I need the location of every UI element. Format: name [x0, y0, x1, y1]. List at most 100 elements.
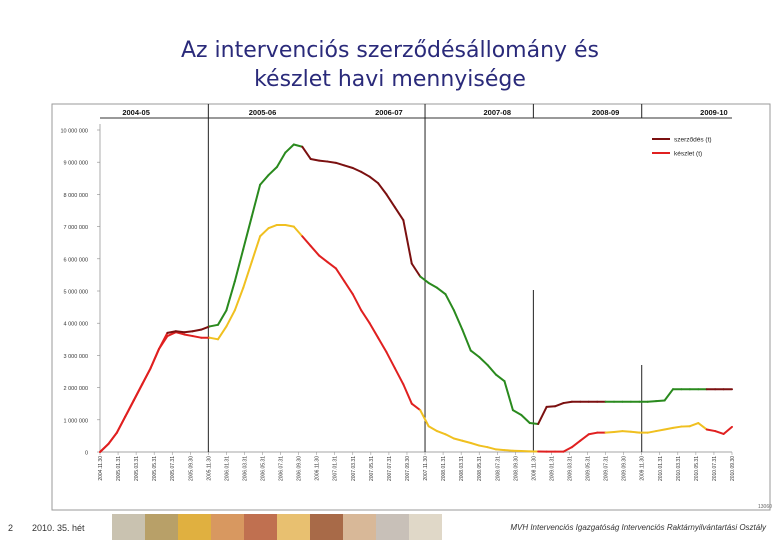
contract-series-segment [267, 166, 278, 177]
x-tick-label: 2005.11.30 [206, 456, 212, 481]
photo-tile [112, 514, 145, 540]
x-tick-label: 2006.07.31 [279, 456, 285, 481]
photo-tile [376, 514, 409, 540]
contract-series-segment [520, 413, 531, 425]
contract-series-segment [166, 330, 177, 334]
stock-series-segment [208, 336, 219, 341]
photo-tile [145, 514, 178, 540]
stock-series-segment [503, 449, 514, 452]
stock-series-segment [621, 430, 632, 433]
contract-series-segment [393, 206, 405, 222]
x-tick-label: 2005.03.31 [134, 456, 140, 481]
photo-tile [277, 514, 310, 540]
stock-series-segment [385, 351, 396, 370]
contract-series-segment [554, 402, 565, 408]
x-tick-label: 2009.09.30 [622, 456, 628, 481]
x-tick-label: 2006.05.31 [261, 456, 267, 481]
contract-series-segment [149, 347, 160, 370]
contract-series-segment [486, 364, 498, 376]
x-tick-label: 2008.07.31 [495, 456, 501, 481]
contract-series-segment [242, 215, 253, 251]
stock-series-segment [284, 223, 295, 228]
contract-series-segment [436, 286, 447, 296]
x-tick-label: 2010.09.30 [730, 456, 736, 481]
contract-series-segment [562, 400, 573, 405]
x-tick-label: 2009.01.31 [549, 456, 555, 481]
stock-series-segment [343, 280, 354, 296]
x-tick-label: 2005.09.30 [188, 456, 194, 481]
stock-series-segment [697, 422, 708, 431]
y-tick-label: 5 000 000 [64, 290, 88, 296]
footer-organization: MVH Intervenciós Igazgatóság Intervenció… [510, 523, 766, 532]
contract-series-segment [495, 373, 506, 383]
legend-label: készlet (t) [674, 151, 702, 158]
x-tick-label: 2006.11.30 [315, 456, 321, 481]
stock-series-segment [478, 444, 489, 449]
contract-series-segment [646, 400, 658, 403]
contract-series-segment [511, 409, 523, 416]
stock-series-segment [613, 430, 624, 434]
stock-series-segment [655, 428, 666, 433]
stock-series-segment [216, 325, 228, 341]
contract-series-segment [537, 405, 548, 425]
contract-series-segment [208, 323, 219, 328]
stock-series-segment [360, 309, 371, 325]
stock-series-segment [419, 409, 430, 428]
x-tick-label: 2008.03.31 [459, 456, 465, 481]
contract-series-segment [377, 182, 388, 196]
x-tick-label: 2009.05.31 [586, 456, 592, 481]
stock-series-segment [663, 426, 675, 431]
stock-series-segment [570, 439, 582, 449]
contract-series-segment [368, 175, 380, 185]
x-tick-label: 2010.07.31 [712, 456, 718, 481]
period-label: 2009-10 [700, 108, 728, 117]
contract-series-segment [427, 281, 439, 289]
contract-series-segment [233, 248, 245, 283]
stock-series-segment [250, 235, 262, 264]
y-tick-label: 0 [85, 451, 88, 457]
contract-series-segment [343, 164, 354, 169]
contract-series-segment [402, 219, 413, 265]
stock-series-segment [233, 286, 245, 312]
contract-series-segment [478, 356, 489, 367]
stock-series-segment [604, 431, 616, 434]
contract-series-segment [183, 330, 194, 334]
stock-series-segment [452, 437, 464, 442]
stock-series-segment [225, 309, 236, 328]
contract-series-segment [385, 193, 396, 209]
stock-series-segment [461, 439, 472, 444]
corner-mark: 13060 [758, 504, 772, 510]
x-tick-label: 2007.09.30 [405, 456, 411, 481]
chart-frame [51, 103, 771, 511]
stock-series-segment [705, 428, 717, 433]
photo-tile [211, 514, 244, 540]
stock-series-segment [402, 383, 413, 405]
y-tick-label: 1 000 000 [64, 418, 88, 424]
page-number: 2 [8, 523, 14, 533]
x-tick-label: 2006.09.30 [297, 456, 303, 481]
y-tick-label: 10 000 000 [60, 129, 88, 135]
contract-series-segment [410, 262, 422, 278]
contract-series-segment [174, 330, 186, 334]
photo-tile [343, 514, 376, 540]
stock-series-segment [562, 446, 573, 453]
contract-series-segment [461, 328, 472, 352]
stock-series-segment [688, 422, 700, 428]
stock-series-segment [714, 430, 725, 435]
stock-series-segment [495, 448, 506, 452]
contract-series-segment [225, 280, 236, 312]
stock-series-segment [587, 431, 599, 436]
period-label: 2006-07 [375, 108, 403, 117]
legend-label: szerződés (t) [674, 137, 712, 144]
contract-series-segment [663, 388, 675, 402]
contract-series-segment [503, 380, 514, 412]
slide-title: Az intervenciós szerződésállomány és kés… [0, 36, 780, 94]
slide-title-line2: készlet havi mennyisége [254, 67, 526, 92]
period-label: 2007-08 [483, 108, 511, 117]
contract-series-segment [528, 422, 540, 425]
x-tick-label: 2007.11.30 [423, 456, 429, 481]
x-tick-label: 2009.07.31 [604, 456, 610, 481]
period-label: 2008-09 [592, 108, 620, 117]
x-tick-label: 2010.01.31 [658, 456, 664, 481]
